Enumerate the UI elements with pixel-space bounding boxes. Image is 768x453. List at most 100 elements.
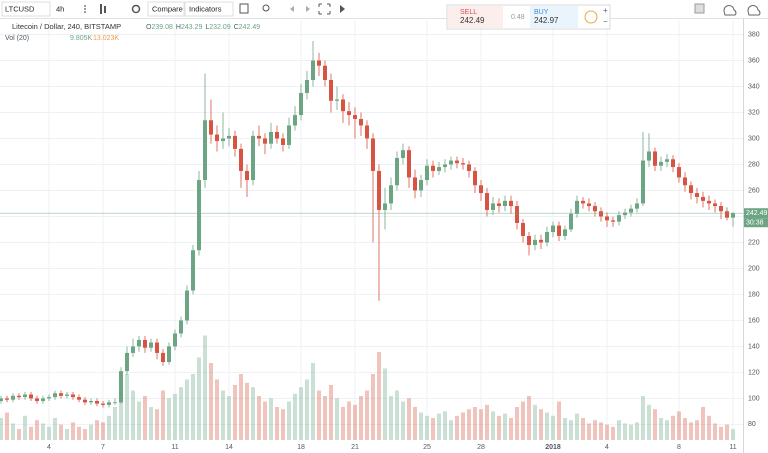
volume-bar <box>281 409 285 440</box>
buy-button[interactable] <box>530 6 578 28</box>
toolbar-icons[interactable] <box>84 3 761 16</box>
volume-bar <box>359 396 363 440</box>
volume-bar <box>227 396 231 440</box>
x-tick-label: 18 <box>297 444 305 451</box>
indicators-button[interactable] <box>184 1 234 17</box>
compare-label[interactable]: Compare <box>152 4 183 13</box>
x-tick-label: 11 <box>729 444 736 451</box>
candle-body <box>149 342 153 348</box>
volume-bar <box>545 412 549 440</box>
ohlc-value: 243.29 <box>181 24 203 31</box>
candle-body <box>41 398 45 402</box>
candle-body <box>599 211 603 217</box>
candle-body <box>623 212 627 216</box>
volume-bar <box>275 407 279 440</box>
candle-body <box>293 115 297 126</box>
volume-bar <box>419 412 423 440</box>
volume-bar <box>341 407 345 440</box>
candle-body <box>95 401 99 404</box>
volume-bar <box>245 382 249 440</box>
interval[interactable]: 4h <box>56 4 64 13</box>
candle-body <box>275 131 279 139</box>
candle-body <box>395 157 399 186</box>
sell-label[interactable]: SELL <box>460 9 477 16</box>
volume-bar <box>569 420 573 440</box>
y-tick-label: 360 <box>748 57 760 64</box>
ohlc-key: C <box>234 24 239 31</box>
volume-bar <box>473 407 477 440</box>
candle-body <box>161 352 165 363</box>
volume-bar <box>113 407 117 440</box>
symbol[interactable]: LTCUSD <box>5 4 35 13</box>
y-tick-label: 380 <box>748 31 760 38</box>
price-tag-label: 242.49 <box>746 210 768 217</box>
volume-bar <box>395 390 399 440</box>
compare-button[interactable] <box>147 1 185 17</box>
volume-bar <box>401 401 405 440</box>
volume-bar <box>191 374 195 440</box>
candle-body <box>371 138 375 171</box>
candle-body <box>593 206 597 212</box>
candle-body <box>497 203 501 207</box>
sell-button[interactable] <box>448 6 503 28</box>
candle-body <box>269 131 273 144</box>
candle-body <box>377 170 381 210</box>
volume-bar <box>455 415 459 440</box>
info-icon[interactable] <box>584 10 598 24</box>
volume-bar <box>503 413 507 440</box>
plus-icon[interactable]: + <box>603 6 608 15</box>
volume-bar <box>539 409 543 440</box>
candle-body <box>581 200 585 204</box>
volume-bar <box>497 415 501 440</box>
x-tick-label: 2018 <box>545 444 561 451</box>
volume-bar <box>623 423 627 440</box>
volume-bar <box>47 426 51 440</box>
candle-body <box>335 99 339 101</box>
volume-bar <box>605 424 609 440</box>
indicators-label[interactable]: Indicators <box>189 4 222 13</box>
spread: 0.48 <box>511 14 525 21</box>
volume-bar <box>731 429 735 440</box>
candle-body <box>299 92 303 116</box>
volume-bar <box>551 415 555 440</box>
candle-body <box>77 397 81 400</box>
volume-ma: 13.023K <box>93 35 119 42</box>
volume-title: Vol (20) <box>5 35 29 42</box>
candle-body <box>323 65 327 80</box>
symbol-box[interactable] <box>1 1 51 17</box>
volume-bar <box>479 409 483 440</box>
volume-bar <box>263 401 267 440</box>
candle-body <box>233 135 237 149</box>
candle-body <box>287 125 291 145</box>
x-tick-label: 21 <box>351 444 359 451</box>
y-tick-label: 160 <box>748 317 760 324</box>
toolbar <box>0 0 768 18</box>
volume-bar <box>575 413 579 440</box>
candle-body <box>545 232 549 243</box>
volume-bar <box>311 363 315 440</box>
ohlc-value: 242.49 <box>239 24 261 31</box>
candle-body <box>407 150 411 178</box>
volume-bar <box>257 396 261 440</box>
volume-bar <box>209 363 213 440</box>
candle-body <box>137 339 141 347</box>
minus-icon[interactable]: − <box>603 17 608 26</box>
sell-price[interactable]: 242.49 <box>460 16 485 25</box>
candle-body <box>101 403 105 405</box>
ohlc-key: L <box>205 24 209 31</box>
x-tick-label: 4 <box>47 444 51 451</box>
volume-bar <box>647 404 651 440</box>
buy-price[interactable]: 242.97 <box>534 16 559 25</box>
candle-body <box>629 208 633 213</box>
x-tick-label: 8 <box>677 444 681 451</box>
x-tick-label: 4 <box>605 444 609 451</box>
volume-bar <box>11 423 15 440</box>
x-tick-label: 7 <box>101 444 105 451</box>
volume-bar <box>95 420 99 440</box>
volume-bar <box>593 420 597 440</box>
buy-label[interactable]: BUY <box>534 9 549 16</box>
volume-bar <box>377 352 381 440</box>
candle-body <box>527 235 531 246</box>
candle-body <box>473 170 477 186</box>
candle-body <box>641 160 645 204</box>
